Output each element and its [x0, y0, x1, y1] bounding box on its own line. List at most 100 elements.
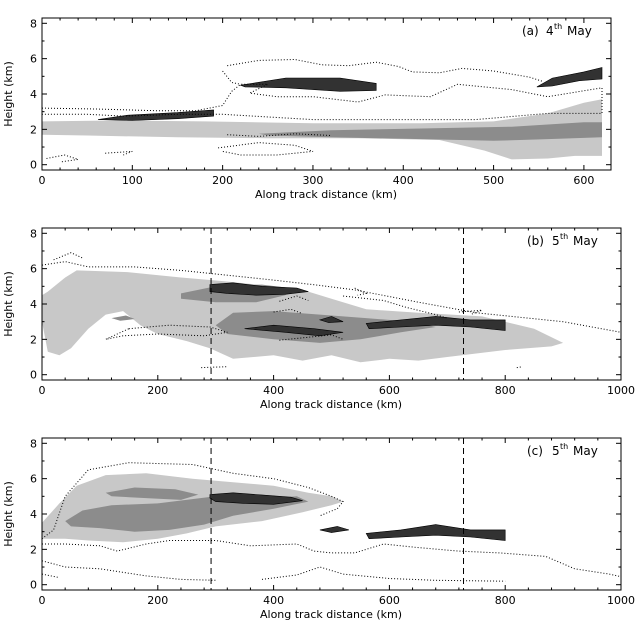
panel-b-ytick-label: 6 — [30, 263, 37, 276]
panel-c-ylabel: Height (km) — [2, 481, 15, 547]
panel-c-ytick-label: 2 — [30, 543, 37, 556]
panel-a-xtick-label: 500 — [483, 174, 504, 187]
panel-c-day-suffix: th — [560, 442, 568, 451]
panel-a-xtick-label: 400 — [393, 174, 414, 187]
panel-b-ytick-label: 8 — [30, 227, 37, 240]
panel-b-xlabel: Along track distance (km) — [260, 398, 402, 411]
panel-c-plot — [42, 462, 621, 582]
panel-a-xtick-label: 0 — [39, 174, 46, 187]
panel-b-dotted-contour-2 — [343, 295, 448, 319]
panel-b-dotted-contour-7 — [279, 334, 344, 341]
panel-a-ytick-label: 0 — [30, 159, 37, 172]
panel-a-ytick-label: 6 — [30, 53, 37, 66]
panel-a-dotted-contour-6 — [227, 133, 332, 137]
panel-b-region-dark-7 — [365, 316, 506, 331]
panel-c-day: 5 — [552, 444, 560, 458]
panel-b-dotted-contour-6 — [458, 309, 483, 316]
panel-c-dotted-contour-3 — [261, 566, 506, 582]
panel-b-axes: 0 200 400 600 800 1000 0 2 4 6 8 — [30, 227, 635, 397]
panel-c-xtick-label: 200 — [147, 594, 168, 607]
panel-b-day: 5 — [552, 234, 560, 248]
panel-b-xtick-label: 0 — [39, 384, 46, 397]
panel-b-dotted-contour-4 — [354, 287, 368, 296]
panel-c-dotted-contour-0 — [42, 462, 344, 540]
panel-b-region-dark-5 — [209, 282, 309, 296]
panel-a-region-light-0 — [42, 99, 602, 160]
panel-b-xtick-label: 200 — [147, 384, 168, 397]
panel-a-dotted-contour-4 — [46, 154, 79, 163]
panel-c-dotted-contour-2 — [42, 560, 216, 581]
panel-b-ytick-label: 0 — [30, 369, 37, 382]
panel-a-dotted-contour-1 — [227, 58, 544, 83]
panel-b-ylabel: Height (km) — [2, 271, 15, 337]
panel-c-xtick-label: 1000 — [607, 594, 635, 607]
panel-c-region-dark-4 — [209, 492, 303, 505]
panel-c-ytick-label: 8 — [30, 437, 37, 450]
panel-b-dotted-contour-0 — [42, 261, 621, 333]
panel-a-dotted-contour-2 — [222, 70, 241, 85]
panel-a-ylabel: Height (km) — [2, 61, 15, 127]
panel-c-xtick-label: 0 — [39, 594, 46, 607]
panel-a: 0 100 200 300 400 500 600 0 2 4 6 8 (a) 4 th May Al… — [2, 17, 612, 201]
panel-b-region-mid-3 — [215, 311, 436, 343]
panel-c-ytick-label: 0 — [30, 579, 37, 592]
panel-b-xtick-label: 800 — [495, 384, 516, 397]
panel-a-day-suffix: th — [554, 22, 562, 31]
panel-c-axes: 0 200 400 600 800 1000 0 2 4 6 8 — [30, 437, 635, 607]
panel-a-ytick-label: 2 — [30, 123, 37, 136]
panel-a-dotted-contour-3 — [218, 142, 314, 156]
panel-b-region-mid-4 — [111, 315, 135, 321]
panel-b: 0 200 400 600 800 1000 0 2 4 6 8 (b) 5 th May Alon… — [2, 227, 635, 411]
panel-b-xtick-label: 600 — [379, 384, 400, 397]
panel-a-plot — [42, 58, 603, 163]
panel-a-axes: 0 100 200 300 400 500 600 0 2 4 6 8 — [30, 17, 612, 187]
panel-a-xtick-label: 100 — [122, 174, 143, 187]
panel-b-tag: (b) — [527, 234, 544, 248]
panel-b-xtick-label: 1000 — [607, 384, 635, 397]
panel-a-ytick-label: 8 — [30, 17, 37, 30]
panel-a-region-dark-2 — [97, 109, 214, 121]
panel-a-day: 4 — [546, 24, 554, 38]
panel-a-tag: (a) — [522, 24, 539, 38]
panel-b-ytick-label: 2 — [30, 333, 37, 346]
panel-a-xtick-label: 300 — [302, 174, 323, 187]
panel-b-dotted-contour-9 — [201, 366, 228, 369]
panel-c-ytick-label: 4 — [30, 508, 37, 521]
panel-c-ytick-label: 6 — [30, 473, 37, 486]
panel-c-xtick-label: 600 — [379, 594, 400, 607]
panel-a-region-dark-3 — [239, 77, 377, 92]
panel-a-xtick-label: 600 — [573, 174, 594, 187]
panel-b-region-dark-8 — [318, 316, 344, 323]
panel-a-dotted-contour-5 — [105, 150, 133, 156]
panel-a-xlabel: Along track distance (km) — [255, 188, 397, 201]
panel-b-dotted-contour-10 — [516, 366, 523, 369]
panel-b-ytick-label: 4 — [30, 298, 37, 311]
panel-b-dotted-contour-3 — [105, 324, 228, 340]
panel-b-dotted-contour-5 — [279, 295, 309, 302]
panel-c-xlabel: Along track distance (km) — [260, 608, 402, 621]
panel-c-xtick-label: 800 — [495, 594, 516, 607]
panel-c-region-mid-2 — [105, 487, 199, 500]
panel-c-region-dark-5 — [365, 524, 506, 541]
panel-b-day-suffix: th — [560, 232, 568, 241]
panel-b-region-light-1 — [65, 272, 129, 285]
panel-b-xtick-label: 400 — [263, 384, 284, 397]
panel-b-region-dark-6 — [244, 324, 344, 337]
panel-c-dotted-contour-1 — [42, 540, 621, 578]
panel-a-xtick-label: 200 — [212, 174, 233, 187]
panel-c: 0 200 400 600 800 1000 0 2 4 6 8 (c) 5 th May Alon… — [2, 437, 635, 621]
panel-a-region-dark-4 — [536, 67, 603, 88]
panel-b-dotted-contour-1 — [53, 252, 83, 261]
panel-c-tag: (c) — [527, 444, 543, 458]
panel-a-dotted-contour-0 — [42, 83, 603, 121]
panel-c-xtick-label: 400 — [263, 594, 284, 607]
panel-c-region-dark-6 — [319, 526, 349, 533]
panel-c-month: May — [573, 444, 598, 458]
panel-a-ytick-label: 4 — [30, 88, 37, 101]
panel-c-dotted-contour-4 — [42, 573, 60, 579]
panel-a-region-mid-1 — [258, 122, 602, 141]
panel-b-plot — [42, 252, 621, 369]
panel-a-month: May — [567, 24, 592, 38]
panel-b-month: May — [573, 234, 598, 248]
